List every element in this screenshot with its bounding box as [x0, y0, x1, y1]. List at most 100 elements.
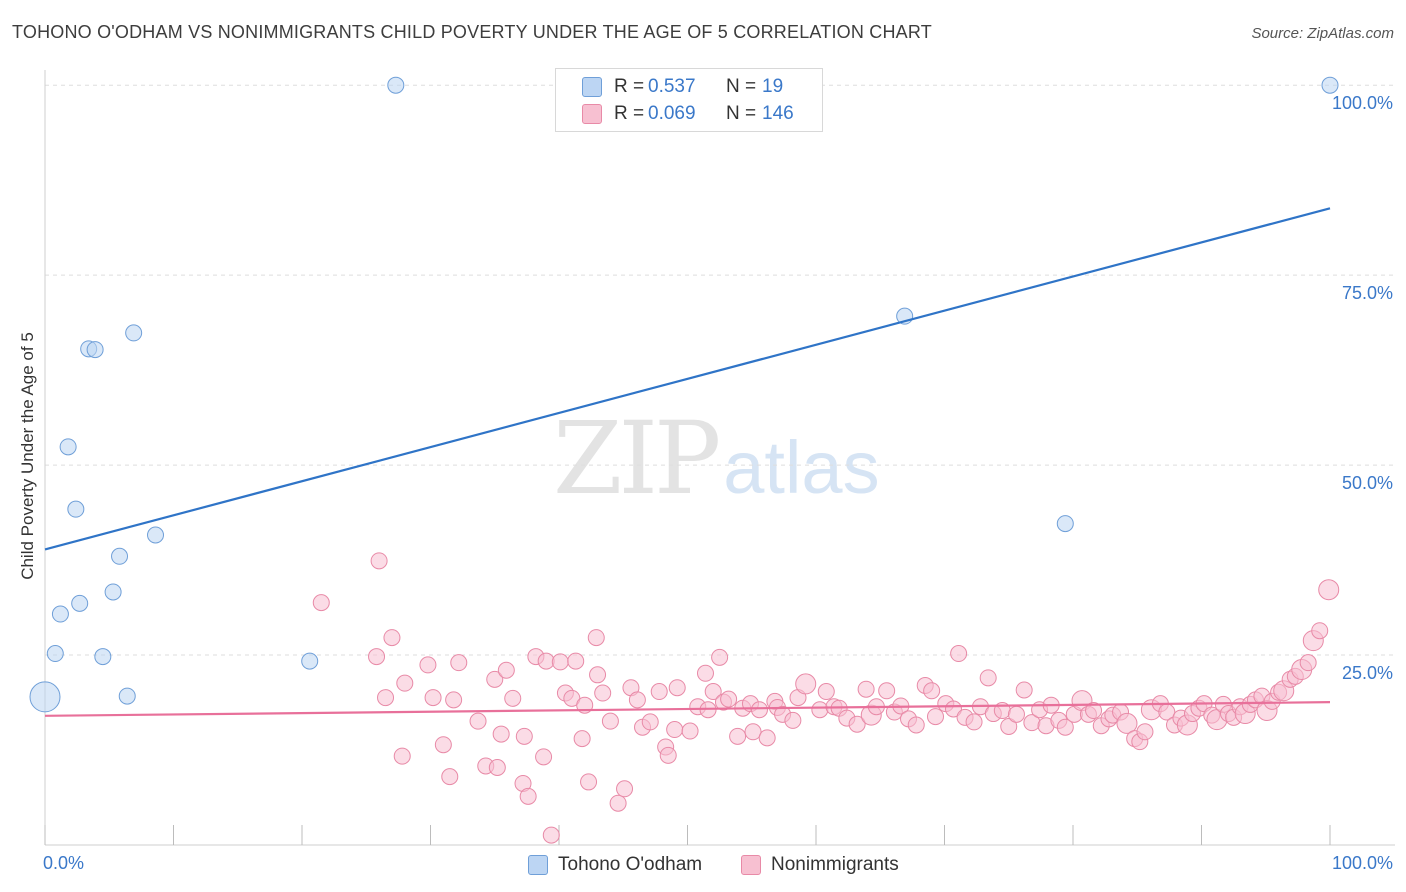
nonimmigrants-point	[696, 664, 714, 682]
nonimmigrants-point	[587, 629, 605, 647]
nonimmigrants-point	[537, 652, 555, 670]
nonimmigrants-point	[979, 669, 997, 687]
nonimmigrants-point	[907, 716, 925, 734]
watermark-zip: ZIP	[553, 400, 721, 517]
nonimmigrants-point	[515, 727, 533, 745]
watermark-atlas: atlas	[723, 426, 880, 509]
tohono-point	[104, 583, 122, 601]
tohono-point	[118, 687, 136, 705]
nonimmigrants-point	[950, 645, 968, 663]
tohono-swatch	[528, 855, 548, 875]
nonimmigrants-point	[650, 683, 668, 701]
tohono-point	[86, 341, 104, 359]
nonimmigrants-point	[594, 684, 612, 702]
nonimmigrants-point	[535, 748, 553, 766]
legend-item-tohono: Tohono O'odham	[528, 852, 702, 878]
x-tick-label: 100.0%	[1332, 853, 1393, 873]
y-tick-label: 75.0%	[1342, 283, 1393, 303]
nonimmigrants-point	[1000, 717, 1018, 735]
nonimmigrants-point	[445, 691, 463, 709]
legend-r-value: 0.537	[648, 76, 696, 97]
legend-item-nonimmigrants: Nonimmigrants	[741, 852, 899, 878]
nonimmigrants-point	[419, 656, 437, 674]
nonimmigrants-point	[795, 673, 817, 695]
nonimmigrants-point	[488, 759, 506, 776]
tohono-point	[125, 324, 143, 342]
nonimmigrants-point	[312, 594, 330, 612]
nonimmigrants-point	[817, 683, 835, 701]
legend-n-value: 19	[762, 76, 784, 97]
y-tick-label: 25.0%	[1342, 663, 1393, 683]
source-credit: Source: ZipAtlas.com	[1251, 25, 1394, 42]
nonimmigrants-point	[551, 653, 569, 671]
y-tick-label: 100.0%	[1332, 93, 1393, 113]
nonimmigrants-points	[312, 552, 1340, 844]
legend-r-label: R =	[614, 103, 645, 124]
tohono-point	[59, 438, 77, 456]
nonimmigrants-point	[720, 690, 738, 708]
nonimmigrants-point	[469, 712, 487, 730]
nonimmigrants-point	[492, 725, 510, 743]
nonimmigrants-point	[784, 711, 802, 729]
legend-n-label: N =	[726, 103, 757, 124]
legend-row-nonimmigrants: R = 0.069 N = 146	[582, 102, 794, 126]
legend-r-label: R =	[614, 76, 645, 97]
nonimmigrants-point	[1136, 723, 1154, 741]
nonimmigrants-point	[393, 747, 411, 765]
nonimmigrants-point	[1116, 712, 1138, 734]
nonimmigrants-point	[504, 689, 522, 707]
nonimmigrants-point	[441, 768, 459, 786]
nonimmigrants-point	[377, 689, 395, 707]
legend-label-nonimmigrants: Nonimmigrants	[771, 854, 899, 875]
watermark: ZIPatlas	[553, 400, 880, 517]
tohono-point	[67, 500, 85, 518]
nonimmigrants-point	[1007, 705, 1025, 723]
legend-label-tohono: Tohono O'odham	[558, 854, 703, 875]
nonimmigrants-point	[628, 691, 646, 709]
nonimmigrants-point	[659, 746, 677, 764]
tohono-point	[94, 648, 112, 666]
nonimmigrants-point	[450, 654, 468, 672]
nonimmigrants-swatch	[741, 855, 761, 875]
tohono-point	[111, 547, 129, 565]
tohono-point	[29, 681, 61, 713]
tick-labels: 25.0% 50.0% 75.0% 100.0% 0.0% 100.0%	[43, 93, 1393, 873]
nonimmigrants-point	[681, 722, 699, 740]
nonimmigrants-point	[811, 701, 829, 719]
nonimmigrants-point	[744, 723, 762, 741]
y-tick-label: 50.0%	[1342, 473, 1393, 493]
tohono-point	[1056, 515, 1074, 533]
nonimmigrants-point	[668, 679, 686, 697]
nonimmigrants-point	[704, 683, 722, 701]
tohono-points	[29, 76, 1339, 713]
chart-title: TOHONO O'ODHAM VS NONIMMIGRANTS CHILD PO…	[12, 22, 932, 42]
tohono-point	[51, 605, 69, 623]
nonimmigrants-point	[580, 773, 598, 791]
nonimmigrants-point	[666, 721, 684, 739]
nonimmigrants-point	[711, 648, 729, 666]
nonimmigrants-point	[1311, 622, 1329, 640]
nonimmigrants-point	[1015, 681, 1033, 699]
nonimmigrants-point	[383, 629, 401, 647]
nonimmigrants-point	[848, 715, 866, 733]
nonimmigrants-point	[1056, 718, 1074, 736]
nonimmigrants-point	[573, 730, 591, 748]
legend-n-label: N =	[726, 76, 757, 97]
nonimmigrants-point	[616, 780, 634, 798]
nonimmigrants-swatch	[582, 104, 602, 124]
nonimmigrants-point	[729, 727, 747, 745]
tohono-point	[387, 76, 405, 94]
tohono-point	[147, 526, 165, 544]
nonimmigrants-point	[965, 713, 983, 731]
nonimmigrants-point	[750, 701, 768, 719]
nonimmigrants-point	[519, 787, 537, 805]
nonimmigrants-point	[370, 552, 388, 570]
nonimmigrants-point	[1318, 579, 1340, 601]
nonimmigrants-point	[944, 700, 962, 718]
nonimmigrants-point	[424, 689, 442, 707]
nonimmigrants-trend-line	[44, 701, 1331, 717]
legend-row-tohono: R = 0.537 N = 19	[582, 75, 783, 99]
x-tick-label: 0.0%	[43, 853, 84, 873]
tohono-swatch	[582, 77, 602, 97]
